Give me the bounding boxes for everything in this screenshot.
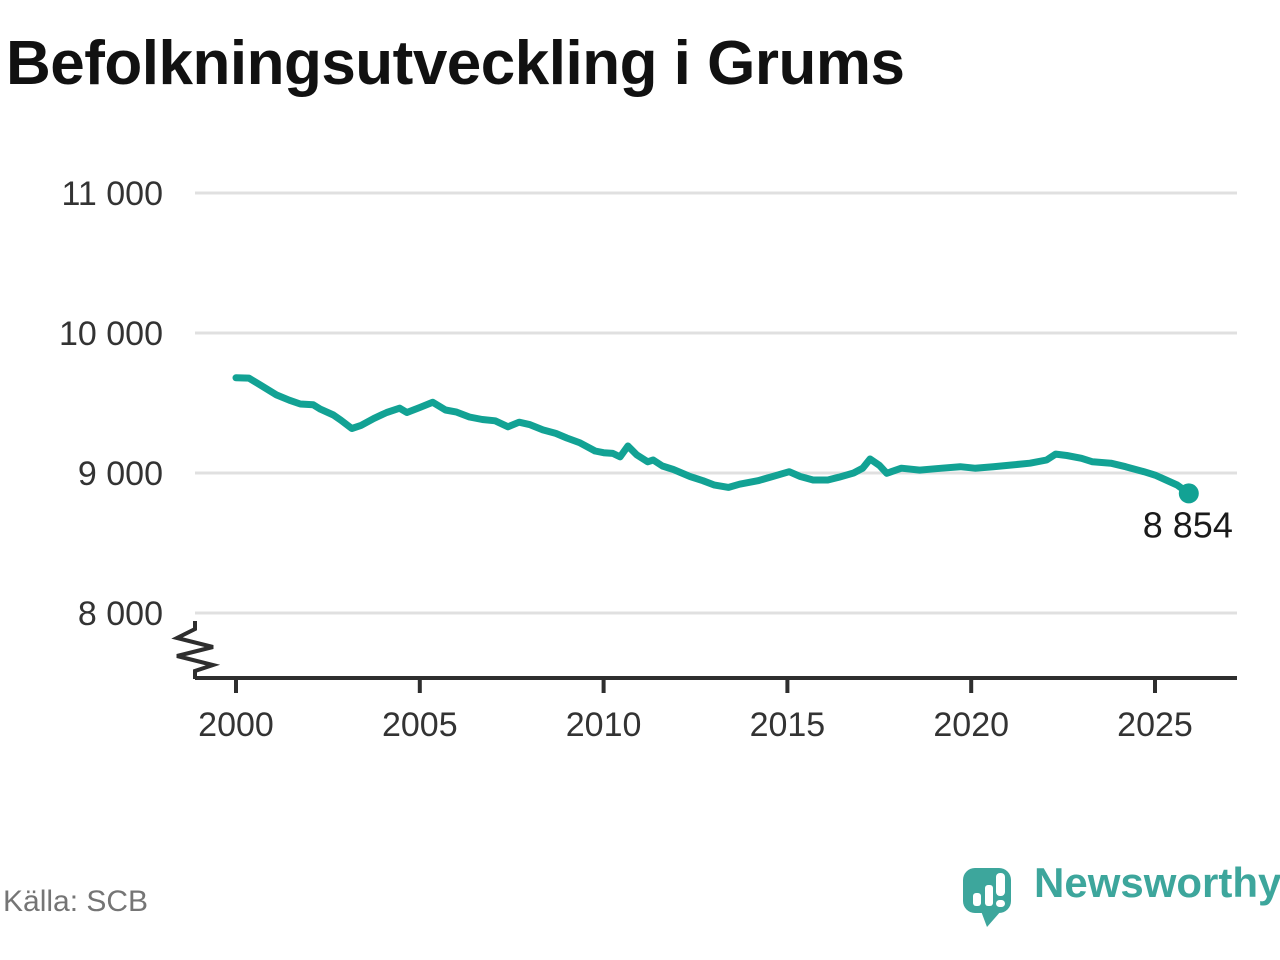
y-tick-label-11000: 11 000 <box>62 175 163 213</box>
end-value-label: 8 854 <box>1143 504 1233 545</box>
x-axis <box>195 676 1237 693</box>
exclamation-dot <box>996 900 1005 907</box>
x-tick-label-2005: 2005 <box>382 706 458 744</box>
y-tick-label-10000: 10 000 <box>59 315 163 353</box>
exclamation-bar <box>996 873 1005 896</box>
x-tick-label-2000: 2000 <box>198 706 274 744</box>
bar-medium <box>985 885 993 906</box>
x-axis-labels: 2000 2005 2010 2015 2020 2025 <box>198 706 1193 744</box>
x-tick-label-2015: 2015 <box>750 706 826 744</box>
x-tick-label-2010: 2010 <box>566 706 642 744</box>
newsworthy-wordmark: Newsworthy <box>1034 859 1280 906</box>
speech-bubble-tail <box>981 911 1001 927</box>
chart-title: Befolkningsutveckling i Grums <box>6 29 905 98</box>
population-line <box>232 374 1193 497</box>
source-caption: Källa: SCB <box>3 885 149 918</box>
newsworthy-icon <box>963 868 1011 927</box>
y-axis-labels: 8 000 9 000 10 000 11 000 <box>59 175 163 633</box>
x-tick-label-2025: 2025 <box>1117 706 1193 744</box>
gridlines <box>195 191 1237 615</box>
y-tick-label-9000: 9 000 <box>78 455 163 493</box>
y-axis-break-icon <box>171 621 221 679</box>
x-tick-label-2020: 2020 <box>933 706 1009 744</box>
end-point-marker <box>1178 483 1199 504</box>
bar-small <box>973 893 981 906</box>
y-tick-label-8000: 8 000 <box>78 595 163 633</box>
